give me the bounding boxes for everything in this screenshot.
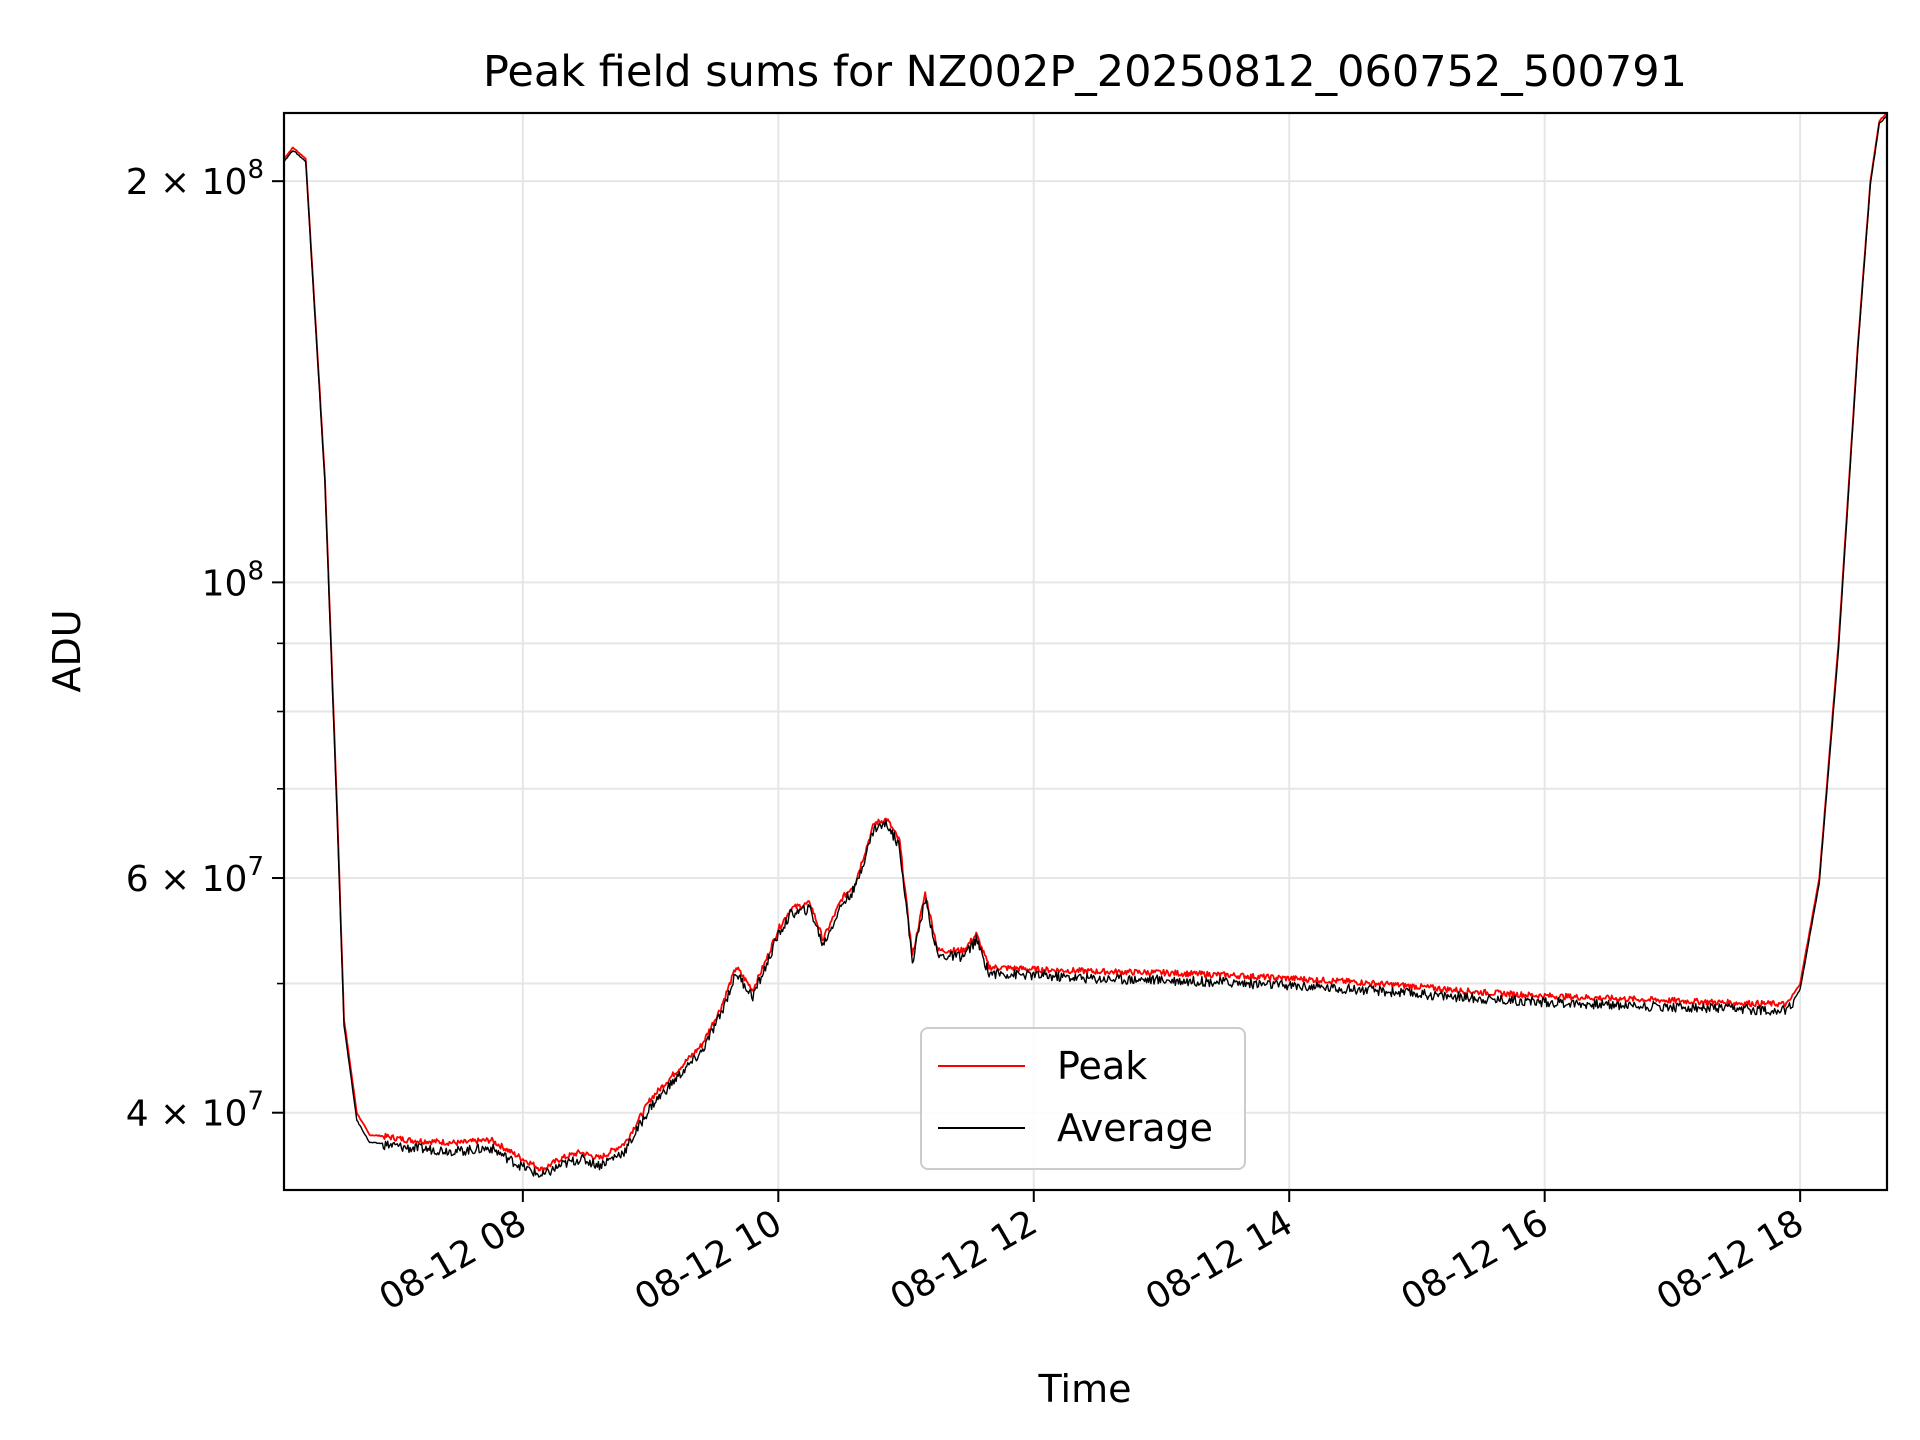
x-axis-label: Time bbox=[1038, 1367, 1132, 1411]
legend-label-average: Average bbox=[1057, 1106, 1213, 1150]
y-axis-label: ADU bbox=[45, 609, 89, 692]
series-lines bbox=[284, 113, 1887, 1178]
legend-label-peak: Peak bbox=[1057, 1044, 1147, 1088]
y-tick-label: 4 × 107 bbox=[126, 1087, 264, 1135]
y-tick-label: 108 bbox=[202, 556, 264, 604]
series-line-peak bbox=[284, 113, 1887, 1173]
legend-box bbox=[920, 1027, 1246, 1170]
plot-area-frame bbox=[282, 111, 1889, 1192]
y-axis-ticks: 4 × 107 6 × 107 108 2 × 108 bbox=[126, 155, 284, 1135]
legend: Peak Average bbox=[920, 1027, 1246, 1170]
chart-title: Peak field sums for NZ002P_20250812_0607… bbox=[483, 47, 1687, 97]
series-line-average bbox=[284, 115, 1887, 1178]
y-tick-label: 6 × 107 bbox=[126, 852, 264, 900]
y-tick-label: 2 × 108 bbox=[126, 155, 264, 203]
